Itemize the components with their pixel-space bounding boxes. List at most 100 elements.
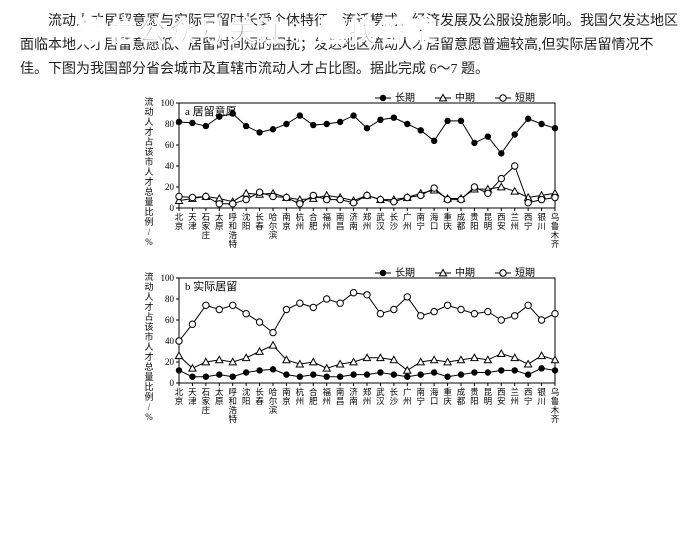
svg-text:京: 京 bbox=[175, 396, 184, 406]
svg-text:昌: 昌 bbox=[336, 396, 345, 406]
svg-text:人: 人 bbox=[144, 167, 153, 177]
svg-text:才: 才 bbox=[144, 351, 153, 362]
svg-text:才: 才 bbox=[144, 176, 153, 187]
svg-text:口: 口 bbox=[430, 221, 439, 231]
svg-text:昌: 昌 bbox=[336, 221, 345, 231]
svg-text:才: 才 bbox=[144, 301, 153, 312]
chart-b: 020406080100流动人才占该市人才总量比例/%北京天津石家庄太原呼和浩特… bbox=[135, 262, 565, 437]
svg-text:20: 20 bbox=[165, 182, 175, 192]
svg-text:宁: 宁 bbox=[524, 396, 533, 406]
chart-a: 020406080100流动人才占该市人才总量比例/%北京天津石家庄太原呼和浩特… bbox=[135, 87, 565, 262]
svg-text:阳: 阳 bbox=[470, 396, 479, 406]
svg-text:庄: 庄 bbox=[202, 405, 211, 415]
svg-text:肥: 肥 bbox=[309, 221, 318, 231]
svg-text:庆: 庆 bbox=[443, 221, 452, 231]
svg-text:100: 100 bbox=[161, 273, 175, 283]
svg-text:庆: 庆 bbox=[443, 396, 452, 406]
svg-text:州: 州 bbox=[403, 396, 412, 406]
svg-text:州: 州 bbox=[322, 221, 331, 231]
svg-text:原: 原 bbox=[215, 221, 224, 231]
svg-text:20: 20 bbox=[165, 357, 175, 367]
svg-text:川: 川 bbox=[537, 396, 546, 406]
svg-text:阳: 阳 bbox=[242, 396, 251, 406]
svg-text:南: 南 bbox=[349, 221, 358, 231]
svg-text:京: 京 bbox=[175, 221, 184, 231]
svg-text:总: 总 bbox=[144, 361, 153, 372]
question-text: 流动人才居留意愿与实际居留时长受个体特征、流迁模式、经济发展及公服设施影响。我国… bbox=[20, 10, 680, 81]
svg-text:都: 都 bbox=[457, 221, 466, 231]
svg-text:该: 该 bbox=[144, 321, 153, 332]
svg-text:州: 州 bbox=[363, 396, 372, 406]
svg-text:/: / bbox=[148, 227, 151, 237]
svg-text:市: 市 bbox=[144, 156, 153, 167]
svg-text:汉: 汉 bbox=[376, 221, 385, 231]
svg-text:明: 明 bbox=[484, 221, 493, 231]
svg-text:滨: 滨 bbox=[269, 230, 278, 240]
svg-text:安: 安 bbox=[497, 221, 506, 231]
svg-text:100: 100 bbox=[161, 98, 175, 108]
svg-text:南: 南 bbox=[349, 396, 358, 406]
svg-text:80: 80 bbox=[165, 294, 175, 304]
svg-text:阳: 阳 bbox=[470, 221, 479, 231]
svg-text:州: 州 bbox=[322, 396, 331, 406]
svg-text:%: % bbox=[145, 412, 153, 422]
svg-text:特: 特 bbox=[228, 414, 237, 424]
svg-text:津: 津 bbox=[188, 396, 197, 406]
charts-container: 020406080100流动人才占该市人才总量比例/%北京天津石家庄太原呼和浩特… bbox=[20, 87, 680, 437]
paragraph-text: 流动人才居留意愿与实际居留时长受个体特征、流迁模式、经济发展及公服设施影响。我国… bbox=[20, 14, 678, 77]
svg-text:40: 40 bbox=[165, 161, 175, 171]
svg-text:沙: 沙 bbox=[390, 221, 399, 231]
svg-text:流: 流 bbox=[144, 96, 153, 107]
svg-text:沙: 沙 bbox=[390, 396, 399, 406]
svg-text:短期: 短期 bbox=[515, 266, 535, 279]
svg-text:该: 该 bbox=[144, 146, 153, 157]
svg-text:量: 量 bbox=[144, 372, 153, 382]
svg-text:齐: 齐 bbox=[551, 239, 560, 249]
svg-text:口: 口 bbox=[430, 396, 439, 406]
svg-text:人: 人 bbox=[144, 292, 153, 302]
svg-text:占: 占 bbox=[144, 136, 153, 147]
svg-text:流: 流 bbox=[144, 271, 153, 282]
svg-text:川: 川 bbox=[537, 221, 546, 231]
svg-text:a 居留意愿: a 居留意愿 bbox=[185, 104, 237, 118]
svg-text:中期: 中期 bbox=[455, 266, 475, 279]
svg-text:州: 州 bbox=[296, 396, 305, 406]
svg-text:例: 例 bbox=[144, 391, 153, 402]
svg-text:长期: 长期 bbox=[395, 92, 415, 104]
svg-text:都: 都 bbox=[457, 396, 466, 406]
svg-text:占: 占 bbox=[144, 311, 153, 322]
svg-text:80: 80 bbox=[165, 119, 175, 129]
svg-text:州: 州 bbox=[510, 221, 519, 231]
svg-text:州: 州 bbox=[510, 396, 519, 406]
svg-text:阳: 阳 bbox=[242, 221, 251, 231]
svg-text:比: 比 bbox=[144, 381, 153, 392]
svg-text:60: 60 bbox=[165, 315, 175, 325]
svg-text:州: 州 bbox=[403, 221, 412, 231]
svg-text:40: 40 bbox=[165, 336, 175, 346]
svg-text:滨: 滨 bbox=[269, 405, 278, 415]
svg-text:春: 春 bbox=[255, 396, 264, 406]
svg-text:市: 市 bbox=[144, 331, 153, 342]
svg-text:宁: 宁 bbox=[524, 221, 533, 231]
svg-text:特: 特 bbox=[228, 239, 237, 249]
svg-text:京: 京 bbox=[282, 221, 291, 231]
svg-text:动: 动 bbox=[144, 282, 153, 292]
svg-text:例: 例 bbox=[144, 216, 153, 227]
svg-text:明: 明 bbox=[484, 396, 493, 406]
svg-text:量: 量 bbox=[144, 197, 153, 207]
svg-text:中期: 中期 bbox=[455, 91, 475, 104]
svg-text:/: / bbox=[148, 402, 151, 412]
svg-text:长期: 长期 bbox=[395, 267, 415, 279]
svg-text:才: 才 bbox=[144, 126, 153, 137]
svg-text:b 实际居留: b 实际居留 bbox=[185, 279, 237, 293]
svg-text:动: 动 bbox=[144, 107, 153, 117]
svg-text:齐: 齐 bbox=[551, 414, 560, 424]
svg-text:州: 州 bbox=[296, 221, 305, 231]
svg-text:原: 原 bbox=[215, 396, 224, 406]
svg-text:人: 人 bbox=[144, 117, 153, 127]
svg-text:宁: 宁 bbox=[416, 396, 425, 406]
svg-text:人: 人 bbox=[144, 342, 153, 352]
svg-text:津: 津 bbox=[188, 221, 197, 231]
svg-text:60: 60 bbox=[165, 140, 175, 150]
svg-text:京: 京 bbox=[282, 396, 291, 406]
